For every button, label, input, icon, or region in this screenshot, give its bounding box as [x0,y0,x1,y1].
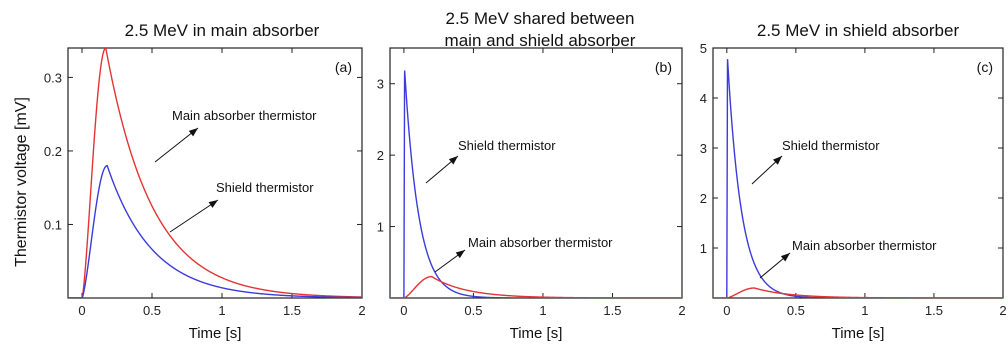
y-tick-label: 0.1 [44,217,62,232]
annotation-label: Main absorber thermistor [792,238,937,253]
annotation-label: Shield thermistor [216,180,314,195]
annotation-label: Shield thermistor [782,138,880,153]
plot-frame [712,47,1004,299]
y-tick-label: 0.2 [44,144,62,159]
chart-title: 2.5 MeV in shield absorber [757,21,960,40]
x-tick-label: 0.5 [464,303,482,318]
annotation-arrow-line [169,199,219,233]
panel-label: (b) [655,59,672,75]
panel-label: (a) [335,59,352,75]
y-tick-label: 2 [377,148,384,163]
x-axis-label: Time [s] [832,325,885,342]
annotation-label: Main absorber thermistor [468,235,613,250]
x-tick-label: 1 [539,303,546,318]
y-tick-label: 1 [377,220,384,235]
y-tick-label: 2 [700,191,707,206]
plot-frame [389,47,683,299]
series-line-shield [390,70,682,298]
y-tick-label: 0.3 [44,70,62,85]
x-tick-label: 2 [999,303,1006,318]
y-tick-label: 1 [700,241,707,256]
x-tick-label: 1 [218,303,225,318]
annotation-arrow-head [455,250,465,259]
x-axis-label: Time [s] [189,325,242,342]
series-line-main [390,275,682,298]
panel-b: 2.5 MeV shared between main and shield ab… [377,9,686,342]
x-tick-label: 0 [78,303,85,318]
panel-label: (c) [977,59,993,75]
x-tick-label: 0 [400,303,407,318]
x-tick-label: 1.5 [925,303,943,318]
y-axis-label: Thermistor voltage [mV] [13,97,30,267]
chart-panels: 2.5 MeV in main absorber 0 0.5 1 1.5 2 0.1 0.2 0… [44,9,1007,342]
annotation-label: Main absorber thermistor [172,108,317,123]
chart-title: 2.5 MeV in main absorber [125,21,320,40]
x-tick-label: 1 [861,303,868,318]
series-line-main [713,287,1003,298]
annotation-arrow-head [188,128,198,137]
series-line-shield [68,164,362,298]
y-tick-label: 4 [700,91,707,106]
annotation-arrow-head [780,253,790,262]
annotation-arrow-line [154,127,199,163]
x-tick-label: 0.5 [143,303,161,318]
x-tick-label: 1.5 [283,303,301,318]
x-axis-label: Time [s] [510,325,563,342]
chart-title: 2.5 MeV shared between [445,9,634,28]
panel-c: 2.5 MeV in shield absorber 0 0.5 1 1.5 2 1 2 3 4 5… [700,21,1007,342]
series-line-main [68,48,362,298]
annotation-arrow-head [208,200,218,208]
y-tick-label: 3 [377,77,384,92]
y-tick-label: 5 [700,41,707,56]
x-tick-label: 1.5 [603,303,621,318]
plot-frame [67,47,363,299]
x-tick-label: 0.5 [787,303,805,318]
annotation-arrow-head [448,156,458,165]
x-tick-label: 0 [723,303,730,318]
y-tick-label: 3 [700,141,707,156]
chart-title: main and shield absorber [445,31,636,50]
annotation-arrow-head [773,156,782,165]
annotation-label: Shield thermistor [458,138,556,153]
series-line-shield [713,59,1003,298]
panel-a: 2.5 MeV in main absorber 0 0.5 1 1.5 2 0.1 0.2 0… [44,21,366,342]
x-tick-label: 2 [358,303,365,318]
x-tick-label: 2 [678,303,685,318]
